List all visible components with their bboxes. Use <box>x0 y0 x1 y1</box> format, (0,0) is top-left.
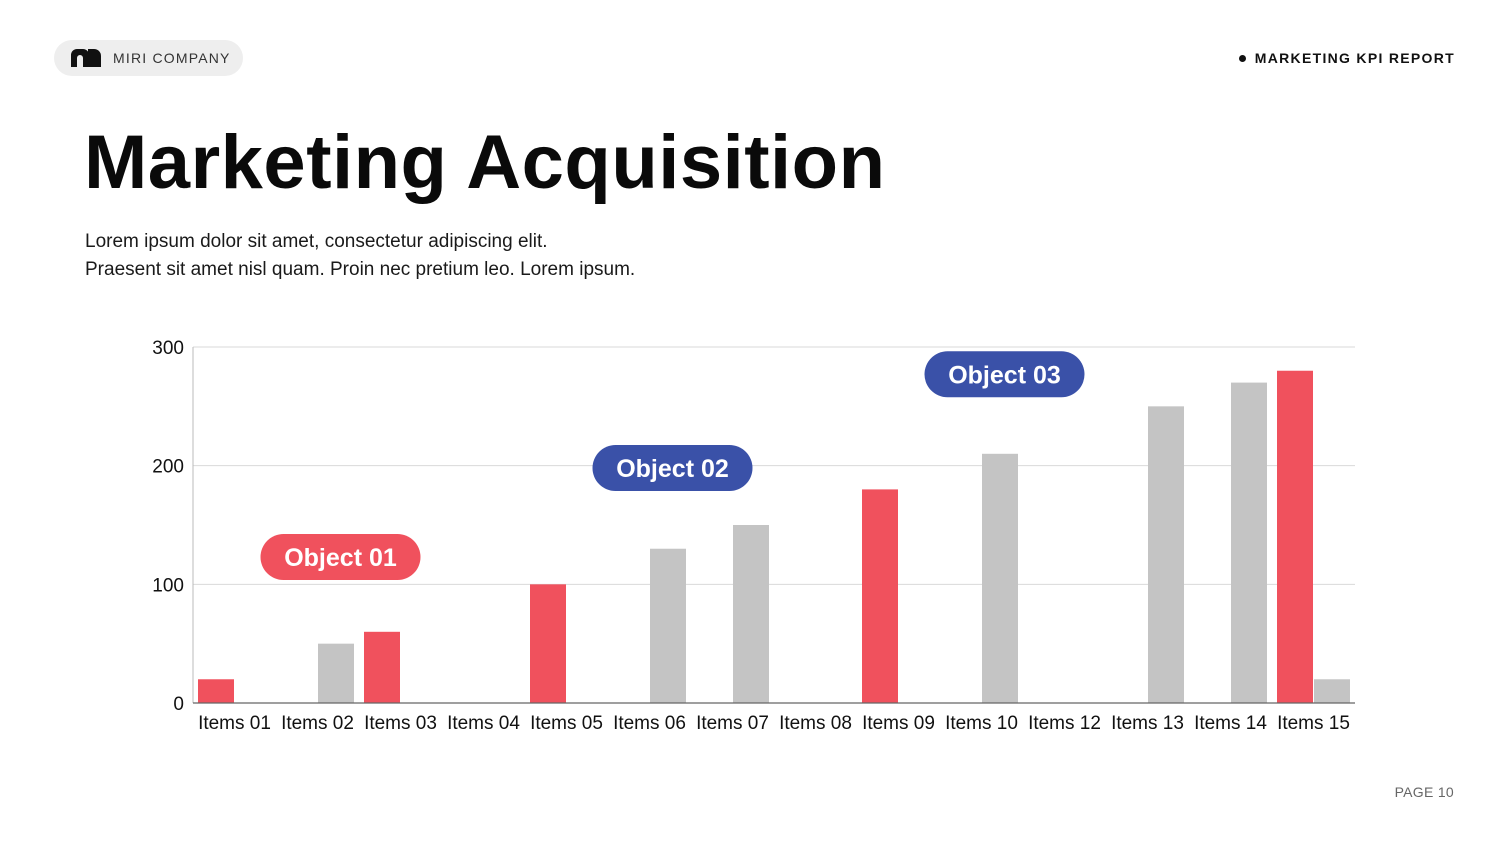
x-tick-label: Items 15 <box>1277 713 1350 734</box>
bar <box>318 643 354 703</box>
bar <box>733 525 769 703</box>
x-tick-label: Items 04 <box>447 713 520 734</box>
bar <box>1314 679 1350 703</box>
y-tick-label: 300 <box>152 338 184 359</box>
x-tick-label: Items 07 <box>696 713 769 734</box>
brand-badge: MIRI COMPANY <box>54 40 243 76</box>
subtitle-line-2: Praesent sit amet nisl quam. Proin nec p… <box>85 259 636 280</box>
x-tick-label: Items 10 <box>945 713 1018 734</box>
x-tick-label: Items 06 <box>613 713 686 734</box>
annotation-pill <box>924 351 1085 398</box>
bar <box>1277 370 1313 703</box>
annotation-label: Object 02 <box>616 455 729 483</box>
x-tick-label: Items 03 <box>364 713 437 734</box>
x-tick-label: Items 08 <box>779 713 852 734</box>
brand-name: MIRI COMPANY <box>113 50 231 66</box>
x-tick-label: Items 13 <box>1111 713 1184 734</box>
bar <box>198 679 234 703</box>
bullet-dot-icon <box>1238 54 1246 62</box>
x-tick-label: Items 05 <box>530 713 603 734</box>
bar <box>530 584 566 703</box>
x-tick-label: Items 02 <box>281 713 354 734</box>
y-tick-label: 200 <box>152 457 184 478</box>
report-label: MARKETING KPI REPORT <box>1238 48 1455 68</box>
subtitle-line-1: Lorem ipsum dolor sit amet, consectetur … <box>85 231 548 252</box>
bar <box>364 631 400 703</box>
x-tick-label: Items 14 <box>1194 713 1267 734</box>
x-tick-label: Items 09 <box>862 713 935 734</box>
bar <box>1148 406 1184 703</box>
report-label-text: MARKETING KPI REPORT <box>1254 50 1455 66</box>
annotation-pill <box>592 445 753 492</box>
bar <box>650 548 686 703</box>
page-title: Marketing Acquisition <box>84 120 886 205</box>
x-tick-label: Items 12 <box>1028 713 1101 734</box>
annotation-label: Object 01 <box>284 544 397 572</box>
y-tick-label: 0 <box>173 694 184 715</box>
arch-logo-icon <box>71 49 101 67</box>
page-number: PAGE 10 <box>1394 784 1454 800</box>
bar <box>862 489 898 703</box>
annotation-label: Object 03 <box>948 361 1061 389</box>
x-tick-label: Items 01 <box>198 713 271 734</box>
bar <box>1231 382 1267 703</box>
subtitle: Lorem ipsum dolor sit amet, consectetur … <box>85 228 635 284</box>
bar <box>982 453 1018 703</box>
y-tick-label: 100 <box>152 575 184 596</box>
annotation-pill <box>260 534 421 581</box>
